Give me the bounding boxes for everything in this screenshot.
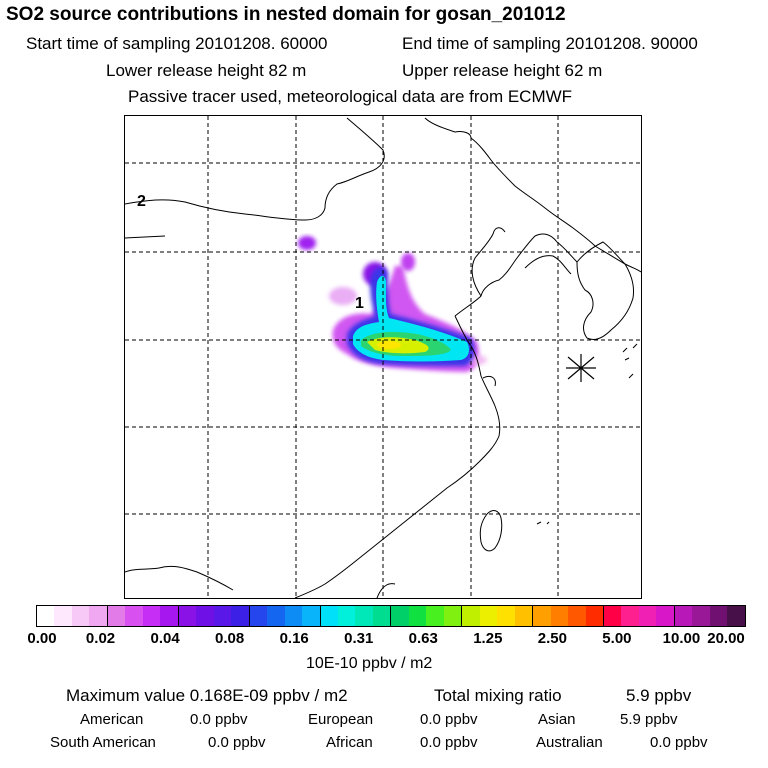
start-time: Start time of sampling 20101208. 60000 bbox=[26, 34, 328, 53]
colorbar-cell bbox=[337, 606, 356, 626]
colorbar-cell bbox=[249, 606, 268, 626]
asterisk-icon bbox=[566, 354, 596, 382]
colorbar-tick-label: 0.08 bbox=[215, 630, 245, 647]
colorbar-cell bbox=[638, 606, 657, 626]
colorbar-cell bbox=[213, 606, 232, 626]
colorbar-tick-label: 0.63 bbox=[408, 630, 438, 647]
colorbar-cell bbox=[231, 606, 250, 626]
colorbar-tick-label: 0.02 bbox=[85, 630, 116, 647]
region-american-value: 0.0 ppbv bbox=[190, 711, 248, 728]
colorbar-cell bbox=[692, 606, 710, 626]
colorbar-cell bbox=[656, 606, 675, 626]
colorbar bbox=[36, 605, 746, 627]
end-time: End time of sampling 20101208. 90000 bbox=[402, 34, 698, 53]
colorbar-cell bbox=[497, 606, 515, 626]
colorbar-cell bbox=[550, 606, 569, 626]
colorbar-tick-label: 1.25 bbox=[473, 630, 503, 647]
colorbar-cell bbox=[443, 606, 463, 626]
colorbar-cell bbox=[479, 606, 498, 626]
colorbar-cell bbox=[178, 606, 197, 626]
map-canvas: 1 2 bbox=[125, 116, 641, 598]
colorbar-cell bbox=[727, 606, 745, 626]
colorbar-tick-labels: 0.00 0.02 0.04 0.08 0.16 0.31 0.63 1.25 2.50 5.00… bbox=[0, 630, 768, 650]
map-label-1: 1 bbox=[355, 295, 364, 312]
colorbar-cell bbox=[514, 606, 534, 626]
region-south-american-label: South American bbox=[50, 734, 156, 751]
colorbar-cell bbox=[125, 606, 143, 626]
colorbar-cell bbox=[196, 606, 214, 626]
colorbar-cell bbox=[621, 606, 639, 626]
map-panel: 1 2 bbox=[124, 115, 642, 599]
colorbar-cell bbox=[408, 606, 427, 626]
region-australian-label: Australian bbox=[536, 734, 603, 751]
colorbar-cell bbox=[54, 606, 72, 626]
colorbar-tick-label: 2.50 bbox=[537, 630, 567, 647]
colorbar-cell bbox=[462, 606, 480, 626]
total-mixing-ratio-label: Total mixing ratio bbox=[434, 686, 562, 705]
colorbar-cell bbox=[426, 606, 444, 626]
coastlines bbox=[125, 117, 641, 598]
colorbar-tick-label: 10.00 bbox=[662, 630, 701, 647]
colorbar-cell bbox=[37, 606, 55, 626]
region-african-label: African bbox=[326, 734, 373, 751]
colorbar-tick-label: 0.04 bbox=[150, 630, 180, 647]
colorbar-units: 10E-10 ppbv / m2 bbox=[306, 655, 433, 672]
colorbar-cell bbox=[142, 606, 161, 626]
colorbar-cell bbox=[302, 606, 321, 626]
colorbar-tick-label: 20.00 bbox=[707, 630, 745, 647]
colorbar-cell bbox=[568, 606, 586, 626]
region-south-american-value: 0.0 ppbv bbox=[208, 734, 266, 751]
region-asian-value: 5.9 ppbv bbox=[620, 711, 678, 728]
colorbar-cell bbox=[709, 606, 728, 626]
region-australian-value: 0.0 ppbv bbox=[650, 734, 708, 751]
region-european-label: European bbox=[308, 711, 374, 728]
colorbar-cell bbox=[372, 606, 392, 626]
figure-title: SO2 source contributions in nested domai… bbox=[6, 4, 566, 25]
maximum-value: Maximum value 0.168E-09 ppbv / m2 bbox=[66, 686, 348, 705]
colorbar-tick-label: 5.00 bbox=[602, 630, 632, 647]
colorbar-cell bbox=[674, 606, 693, 626]
total-mixing-ratio-value: 5.9 ppbv bbox=[626, 686, 692, 705]
region-asian-label: Asian bbox=[538, 711, 576, 728]
colorbar-tick-label: 0.00 bbox=[27, 630, 57, 647]
colorbar-cell bbox=[355, 606, 373, 626]
lower-release-height: Lower release height 82 m bbox=[106, 61, 307, 80]
region-european-value: 0.0 ppbv bbox=[420, 711, 478, 728]
colorbar-cell bbox=[604, 606, 622, 626]
tracer-note: Passive tracer used, meteorological data… bbox=[128, 87, 573, 106]
upper-release-height: Upper release height 62 m bbox=[402, 61, 603, 80]
colorbar-cell bbox=[585, 606, 604, 626]
colorbar-tick-label: 0.31 bbox=[344, 630, 374, 647]
colorbar-cell bbox=[71, 606, 90, 626]
colorbar-cell bbox=[320, 606, 338, 626]
colorbar-tick-label: 0.16 bbox=[279, 630, 309, 647]
region-african-value: 0.0 ppbv bbox=[420, 734, 478, 751]
colorbar-cell bbox=[533, 606, 551, 626]
lat-lon-grid bbox=[125, 116, 641, 598]
colorbar-cell bbox=[267, 606, 285, 626]
colorbar-cell bbox=[160, 606, 179, 626]
map-label-2: 2 bbox=[137, 193, 146, 210]
colorbar-cell bbox=[107, 606, 126, 626]
colorbar-cell bbox=[89, 606, 108, 626]
concentration-plume bbox=[298, 236, 487, 372]
colorbar-cell bbox=[284, 606, 303, 626]
colorbar-cell bbox=[391, 606, 409, 626]
region-american-label: American bbox=[80, 711, 144, 728]
